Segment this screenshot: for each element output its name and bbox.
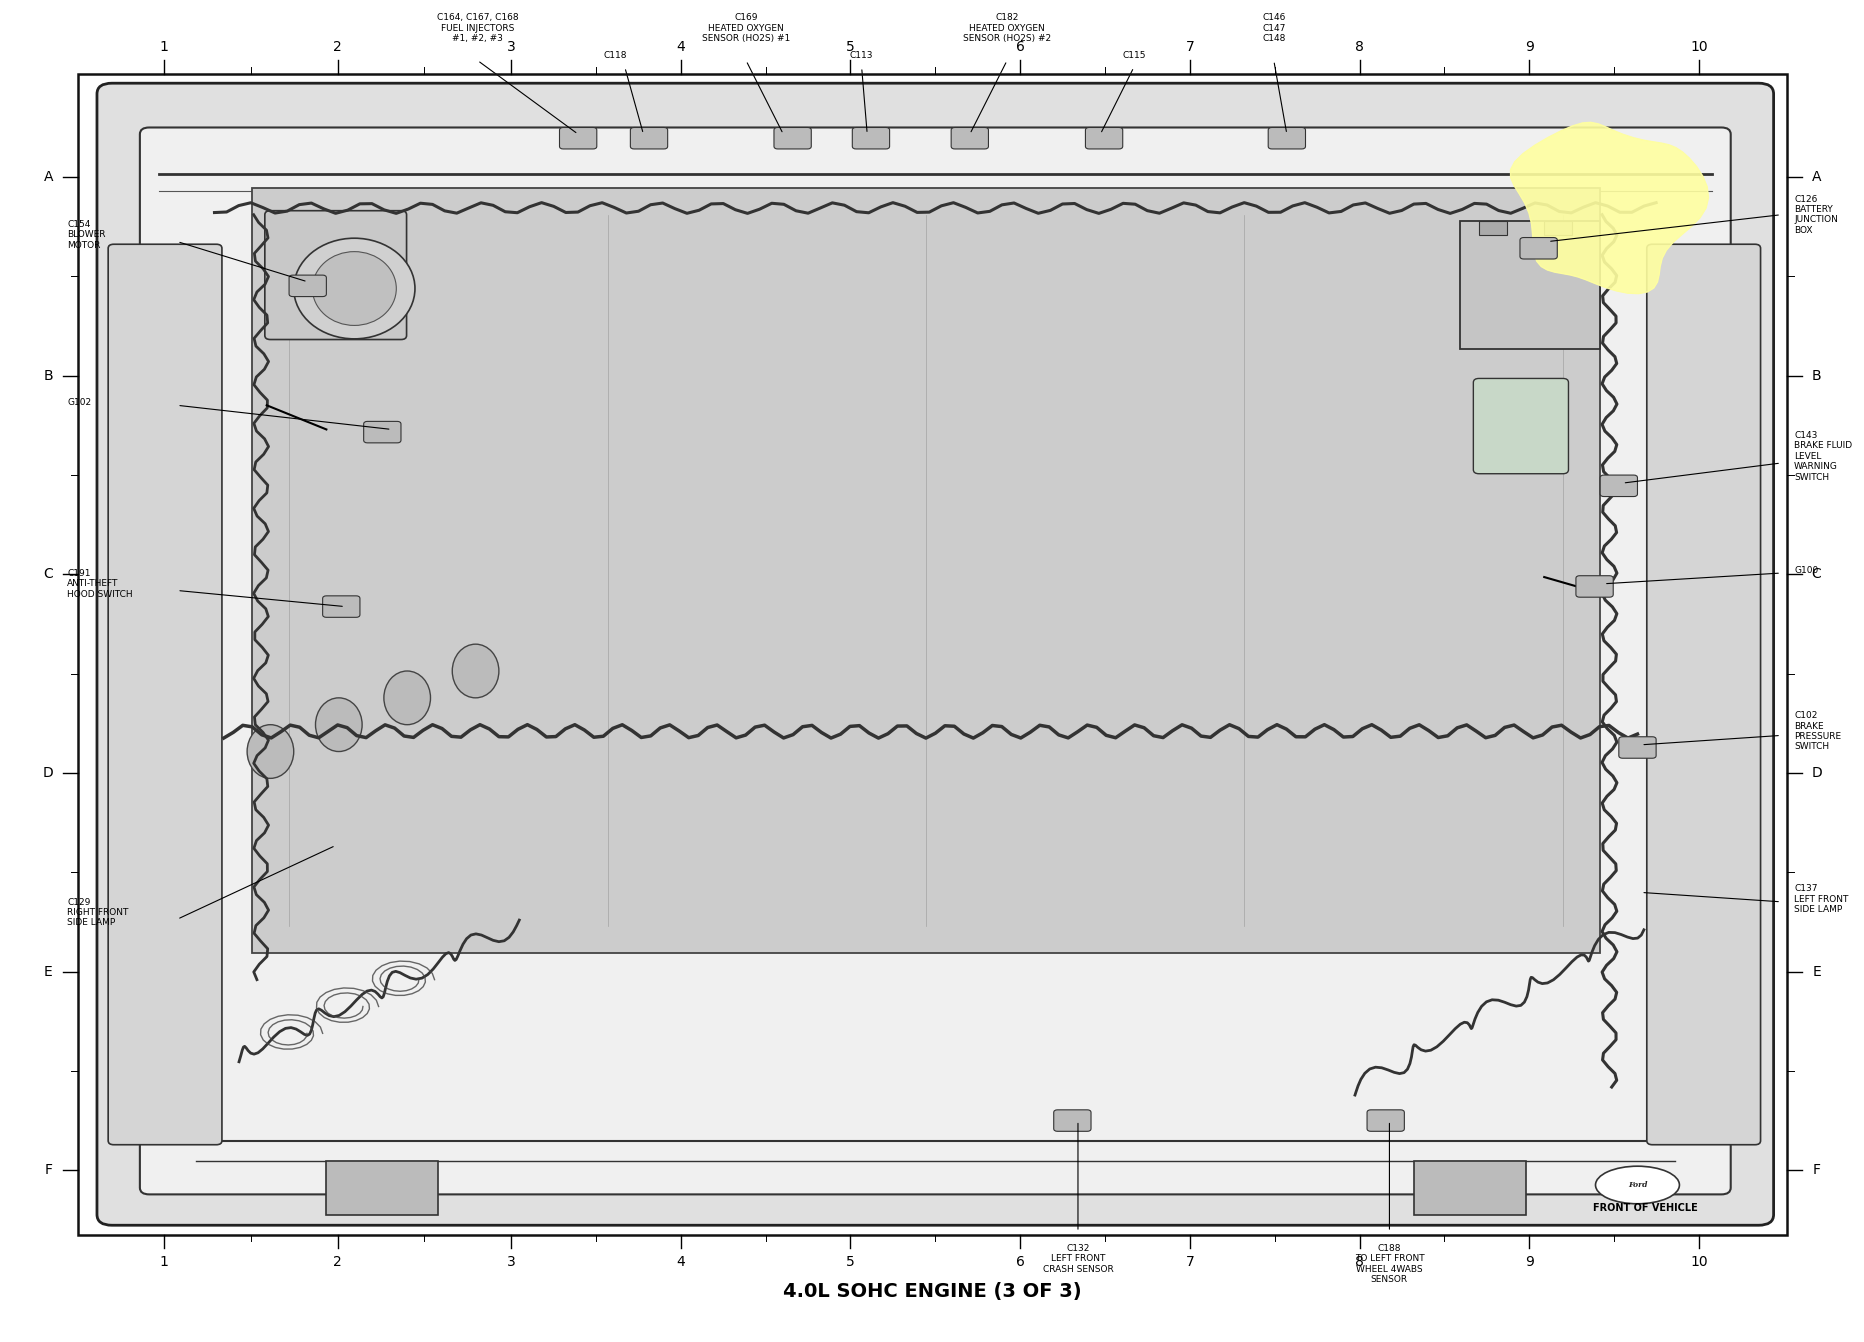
- Text: A: A: [43, 170, 54, 184]
- Text: C113: C113: [850, 51, 872, 60]
- FancyBboxPatch shape: [951, 127, 988, 149]
- Bar: [1460, 221, 1599, 349]
- Text: A: A: [1810, 170, 1821, 184]
- Text: 4.0L SOHC ENGINE (3 OF 3): 4.0L SOHC ENGINE (3 OF 3): [783, 1282, 1081, 1300]
- FancyBboxPatch shape: [108, 244, 222, 1145]
- FancyBboxPatch shape: [1618, 737, 1655, 758]
- FancyBboxPatch shape: [1599, 475, 1637, 497]
- Text: C129
RIGHT FRONT
SIDE LAMP: C129 RIGHT FRONT SIDE LAMP: [67, 898, 129, 927]
- FancyBboxPatch shape: [630, 127, 667, 149]
- Text: C154
BLOWER
MOTOR: C154 BLOWER MOTOR: [67, 220, 106, 250]
- Text: Ford: Ford: [1627, 1181, 1646, 1189]
- Text: C164, C167, C168
FUEL INJECTORS
#1, #2, #3: C164, C167, C168 FUEL INJECTORS #1, #2, …: [436, 13, 518, 43]
- FancyBboxPatch shape: [852, 127, 889, 149]
- Text: 1: 1: [160, 1255, 168, 1268]
- FancyBboxPatch shape: [140, 127, 1730, 1194]
- Bar: [103, 87, 1767, 1221]
- Bar: [1413, 1161, 1525, 1215]
- FancyBboxPatch shape: [1268, 127, 1305, 149]
- Text: C132
LEFT FRONT
CRASH SENSOR: C132 LEFT FRONT CRASH SENSOR: [1042, 1244, 1113, 1274]
- FancyBboxPatch shape: [265, 211, 406, 340]
- Text: 3: 3: [507, 40, 514, 54]
- Text: 10: 10: [1689, 40, 1707, 54]
- Text: 1: 1: [160, 40, 168, 54]
- FancyBboxPatch shape: [1519, 238, 1556, 259]
- Text: D: D: [1810, 766, 1821, 780]
- Text: 8: 8: [1355, 40, 1363, 54]
- Text: C: C: [43, 568, 54, 581]
- Text: F: F: [45, 1164, 52, 1177]
- Text: 2: 2: [334, 1255, 341, 1268]
- FancyBboxPatch shape: [1473, 378, 1568, 474]
- Text: C143
BRAKE FLUID
LEVEL
WARNING
SWITCH: C143 BRAKE FLUID LEVEL WARNING SWITCH: [1793, 431, 1851, 482]
- Text: 6: 6: [1016, 1255, 1023, 1268]
- FancyBboxPatch shape: [1366, 1110, 1404, 1131]
- FancyBboxPatch shape: [1575, 576, 1612, 597]
- Text: C126
BATTERY
JUNCTION
BOX: C126 BATTERY JUNCTION BOX: [1793, 195, 1838, 235]
- Text: C146
C147
C148: C146 C147 C148: [1262, 13, 1284, 43]
- Text: F: F: [1812, 1164, 1819, 1177]
- Text: 7: 7: [1186, 1255, 1193, 1268]
- Bar: [326, 1161, 438, 1215]
- Ellipse shape: [295, 238, 414, 338]
- FancyBboxPatch shape: [1646, 244, 1760, 1145]
- Ellipse shape: [384, 671, 431, 725]
- Text: 4: 4: [677, 40, 684, 54]
- Bar: [252, 188, 1599, 953]
- Text: FRONT OF VEHICLE: FRONT OF VEHICLE: [1592, 1202, 1696, 1213]
- Text: C191
ANTI-THEFT
HOOD SWITCH: C191 ANTI-THEFT HOOD SWITCH: [67, 569, 132, 599]
- FancyBboxPatch shape: [97, 83, 1773, 1225]
- Text: C137
LEFT FRONT
SIDE LAMP: C137 LEFT FRONT SIDE LAMP: [1793, 884, 1847, 914]
- Text: 4: 4: [677, 1255, 684, 1268]
- Ellipse shape: [246, 725, 295, 778]
- Text: 7: 7: [1186, 40, 1193, 54]
- Text: 6: 6: [1016, 40, 1023, 54]
- Text: B: B: [1810, 369, 1821, 382]
- Text: 10: 10: [1689, 1255, 1707, 1268]
- Polygon shape: [1510, 122, 1707, 294]
- FancyBboxPatch shape: [363, 421, 401, 443]
- Text: C182
HEATED OXYGEN
SENSOR (HO2S) #2: C182 HEATED OXYGEN SENSOR (HO2S) #2: [962, 13, 1051, 43]
- Ellipse shape: [451, 644, 500, 698]
- Text: G100: G100: [1793, 566, 1817, 574]
- Ellipse shape: [315, 698, 362, 752]
- Text: 5: 5: [846, 1255, 854, 1268]
- Text: 9: 9: [1525, 40, 1532, 54]
- Text: C102
BRAKE
PRESSURE
SWITCH: C102 BRAKE PRESSURE SWITCH: [1793, 711, 1840, 752]
- Text: E: E: [1812, 965, 1819, 978]
- Ellipse shape: [1594, 1166, 1679, 1204]
- Text: C169
HEATED OXYGEN
SENSOR (HO2S) #1: C169 HEATED OXYGEN SENSOR (HO2S) #1: [701, 13, 790, 43]
- FancyBboxPatch shape: [1085, 127, 1122, 149]
- Text: C118: C118: [604, 51, 626, 60]
- Bar: [1543, 221, 1571, 235]
- Text: 8: 8: [1355, 1255, 1363, 1268]
- Text: 5: 5: [846, 40, 854, 54]
- Text: 2: 2: [334, 40, 341, 54]
- Text: C188
TO LEFT FRONT
WHEEL 4WABS
SENSOR: C188 TO LEFT FRONT WHEEL 4WABS SENSOR: [1353, 1244, 1424, 1284]
- Text: 9: 9: [1525, 1255, 1532, 1268]
- Text: E: E: [45, 965, 52, 978]
- FancyBboxPatch shape: [322, 596, 360, 617]
- Text: 3: 3: [507, 1255, 514, 1268]
- Bar: [78, 74, 1786, 1235]
- Text: C115: C115: [1122, 51, 1144, 60]
- Text: G102: G102: [67, 399, 91, 407]
- Text: C: C: [1810, 568, 1821, 581]
- Text: B: B: [43, 369, 54, 382]
- Text: D: D: [43, 766, 54, 780]
- FancyBboxPatch shape: [559, 127, 596, 149]
- FancyBboxPatch shape: [774, 127, 811, 149]
- FancyBboxPatch shape: [289, 275, 326, 297]
- Bar: [1478, 221, 1506, 235]
- Ellipse shape: [313, 251, 397, 325]
- FancyBboxPatch shape: [1053, 1110, 1090, 1131]
